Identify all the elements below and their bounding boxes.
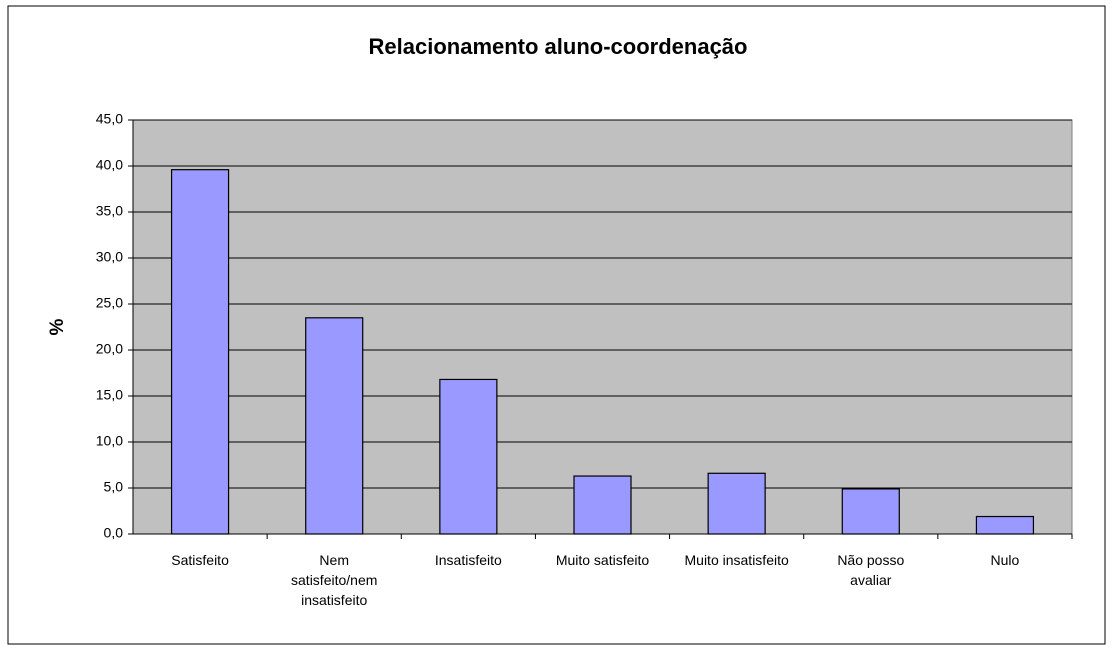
x-tick-label: Não posso avaliar (837, 552, 905, 588)
bar (170, 169, 230, 535)
y-tick-label: 40,0 (96, 157, 123, 173)
y-tick-label: 25,0 (96, 295, 123, 311)
bar (305, 317, 364, 535)
bar (975, 515, 1035, 535)
y-tick-label: 5,0 (104, 479, 124, 495)
x-tick-label: Satisfeito (171, 552, 229, 568)
y-tick-label: 35,0 (96, 203, 123, 219)
bar (573, 475, 632, 535)
y-tick-label: 10,0 (96, 433, 123, 449)
x-tick-label: Nem satisfeito/nem insatisfeito (291, 552, 378, 608)
bar (707, 472, 766, 535)
y-axis-label: % (47, 318, 68, 335)
x-tick-label: Nulo (990, 552, 1020, 568)
y-tick-label: 30,0 (96, 249, 123, 265)
y-tick-label: 45,0 (96, 111, 123, 127)
bar (439, 378, 498, 535)
x-tick-label: Insatisfeito (434, 552, 502, 568)
x-tick-label: Muito satisfeito (555, 552, 650, 568)
y-tick-label: 15,0 (96, 387, 123, 403)
y-tick-label: 0,0 (104, 525, 124, 541)
chart-title: Relacionamento aluno-coordenação (369, 34, 748, 59)
plot-area (132, 119, 1073, 535)
bar (841, 488, 900, 535)
y-tick-label: 20,0 (96, 341, 123, 357)
x-tick-label: Muito insatisfeito (684, 552, 789, 568)
